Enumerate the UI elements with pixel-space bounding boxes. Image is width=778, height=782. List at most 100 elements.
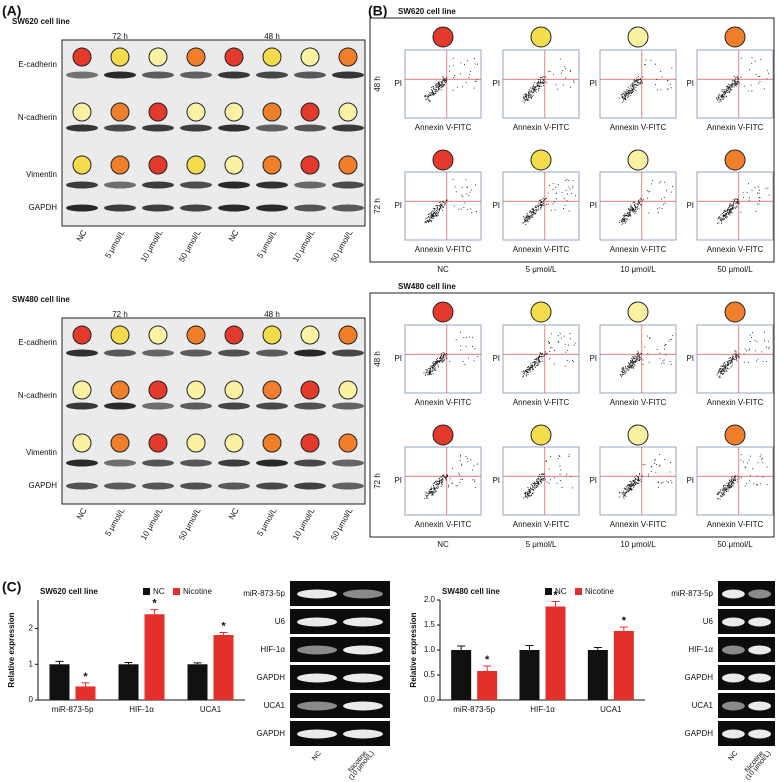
event-dot — [733, 86, 735, 88]
event-dot — [717, 372, 719, 374]
level-circle — [262, 47, 282, 67]
event-dot — [442, 76, 444, 78]
event-dot — [655, 471, 657, 473]
level-circle — [300, 155, 320, 175]
event-dot — [736, 75, 738, 77]
event-dot — [621, 376, 623, 378]
event-dot — [437, 358, 438, 359]
event-dot — [639, 199, 641, 201]
event-dot — [625, 367, 627, 369]
event-dot — [562, 70, 564, 72]
event-dot — [531, 90, 532, 92]
event-dot — [719, 93, 721, 95]
event-dot — [467, 209, 468, 211]
event-dot — [632, 361, 634, 363]
event-dot — [532, 88, 534, 90]
event-dot — [720, 492, 722, 493]
event-dot — [720, 218, 722, 220]
event-dot — [531, 208, 533, 210]
event-dot — [539, 356, 540, 358]
event-dot — [542, 198, 544, 200]
x-axis-label: Annexin V-FITC — [610, 398, 667, 407]
event-dot — [632, 84, 634, 86]
event-dot — [544, 354, 546, 356]
event-dot — [528, 489, 530, 490]
y-axis-title: Relative expression — [7, 612, 16, 687]
event-dot — [632, 85, 634, 87]
event-dot — [730, 362, 732, 363]
event-dot — [739, 82, 740, 84]
event-dot — [732, 479, 734, 481]
event-dot — [433, 93, 435, 95]
event-dot — [718, 370, 720, 372]
event-dot — [638, 356, 640, 358]
lane-label: NC — [75, 506, 89, 521]
event-dot — [431, 494, 433, 496]
event-dot — [649, 337, 651, 339]
event-dot — [539, 82, 541, 84]
event-dot — [542, 356, 544, 357]
chart-title: SW620 cell line — [40, 587, 98, 596]
event-dot — [540, 353, 542, 354]
event-dot — [718, 222, 720, 224]
event-dot — [762, 476, 764, 478]
event-dot — [619, 492, 621, 494]
event-dot — [635, 84, 637, 86]
event-dot — [446, 476, 448, 478]
event-dot — [736, 201, 738, 203]
event-dot — [744, 485, 746, 487]
event-dot — [439, 482, 441, 484]
event-dot — [441, 478, 443, 480]
band — [180, 71, 212, 79]
band — [104, 71, 136, 79]
event-dot — [647, 475, 649, 477]
event-dot — [441, 205, 443, 207]
flow-title: SW620 cell line — [398, 7, 456, 16]
event-dot — [425, 372, 427, 374]
event-dot — [434, 486, 436, 488]
event-dot — [439, 88, 441, 90]
event-dot — [637, 206, 638, 208]
gel-band — [297, 589, 337, 599]
event-dot — [751, 62, 753, 64]
event-dot — [622, 97, 624, 99]
event-dot — [630, 489, 631, 490]
band — [256, 402, 288, 410]
event-dot — [751, 57, 753, 59]
event-dot — [525, 491, 527, 493]
event-dot — [429, 100, 430, 102]
event-dot — [628, 491, 629, 493]
event-dot — [539, 362, 541, 364]
event-dot — [434, 215, 435, 217]
event-dot — [635, 357, 637, 359]
event-dot — [648, 361, 650, 363]
event-dot — [432, 213, 434, 215]
event-dot — [759, 75, 761, 77]
event-dot — [719, 218, 721, 219]
event-dot — [444, 84, 446, 85]
band — [294, 459, 326, 467]
event-dot — [632, 92, 634, 93]
event-dot — [440, 355, 441, 357]
event-dot — [549, 358, 551, 360]
band — [142, 349, 174, 357]
event-dot — [564, 365, 566, 367]
event-dot — [431, 87, 433, 89]
event-dot — [723, 212, 725, 214]
event-dot — [430, 489, 432, 491]
event-dot — [430, 490, 432, 492]
event-dot — [624, 222, 626, 224]
event-dot — [560, 469, 562, 471]
event-dot — [530, 87, 532, 89]
event-dot — [633, 480, 635, 482]
event-dot — [718, 101, 720, 103]
event-dot — [725, 95, 727, 97]
event-dot — [759, 200, 761, 202]
event-dot — [427, 214, 429, 215]
event-dot — [638, 478, 640, 480]
event-dot — [543, 79, 545, 81]
event-dot — [572, 180, 574, 182]
event-dot — [639, 204, 641, 206]
x-axis-label: Annexin V-FITC — [513, 398, 570, 407]
event-dot — [727, 88, 729, 90]
